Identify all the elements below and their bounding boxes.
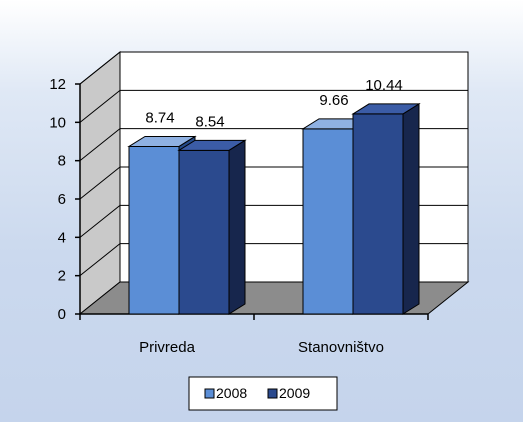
- bar-2008-stanovništvo: [302, 128, 354, 315]
- legend: 2008 2009: [188, 376, 338, 411]
- y-tick-label: 4: [58, 229, 66, 246]
- category-label: Stanovništvo: [298, 339, 384, 356]
- bars: [127, 102, 421, 315]
- data-label: 10.44: [365, 77, 403, 94]
- legend-label-2009: 2009: [279, 385, 310, 401]
- gridline-side: [79, 166, 121, 200]
- y-tick-label: 2: [58, 268, 66, 285]
- gridline-side: [79, 204, 121, 238]
- gridline-side: [79, 243, 121, 277]
- bar-2009-privreda: [178, 149, 230, 315]
- y-tick-label: 12: [49, 76, 66, 93]
- legend-label-2008: 2008: [216, 385, 247, 401]
- gridline-side: [79, 89, 121, 123]
- legend-swatch-2009: [267, 388, 278, 399]
- data-label: 8.74: [145, 109, 174, 126]
- data-label: 9.66: [319, 92, 348, 109]
- y-tick-label: 0: [58, 306, 66, 323]
- gridline-side: [79, 128, 121, 162]
- bar-2008-privreda: [128, 145, 180, 315]
- legend-swatch-2008: [204, 388, 215, 399]
- data-label: 8.54: [195, 113, 224, 130]
- gridline-side: [79, 51, 121, 85]
- labels: 8.74 8.54 Privreda 9.66 10.44 Stanovništvo: [139, 77, 403, 356]
- y-tick-label: 8: [58, 153, 66, 170]
- bar-side: [228, 139, 246, 315]
- y-tick-label: 10: [49, 114, 66, 131]
- category-label: Privreda: [139, 339, 196, 356]
- bar-top: [351, 103, 421, 115]
- y-tick-label: 6: [58, 191, 66, 208]
- bar-top: [127, 135, 197, 147]
- bar-side: [402, 102, 420, 315]
- bar-top: [177, 139, 247, 151]
- bar-2009-stanovništvo: [352, 113, 404, 315]
